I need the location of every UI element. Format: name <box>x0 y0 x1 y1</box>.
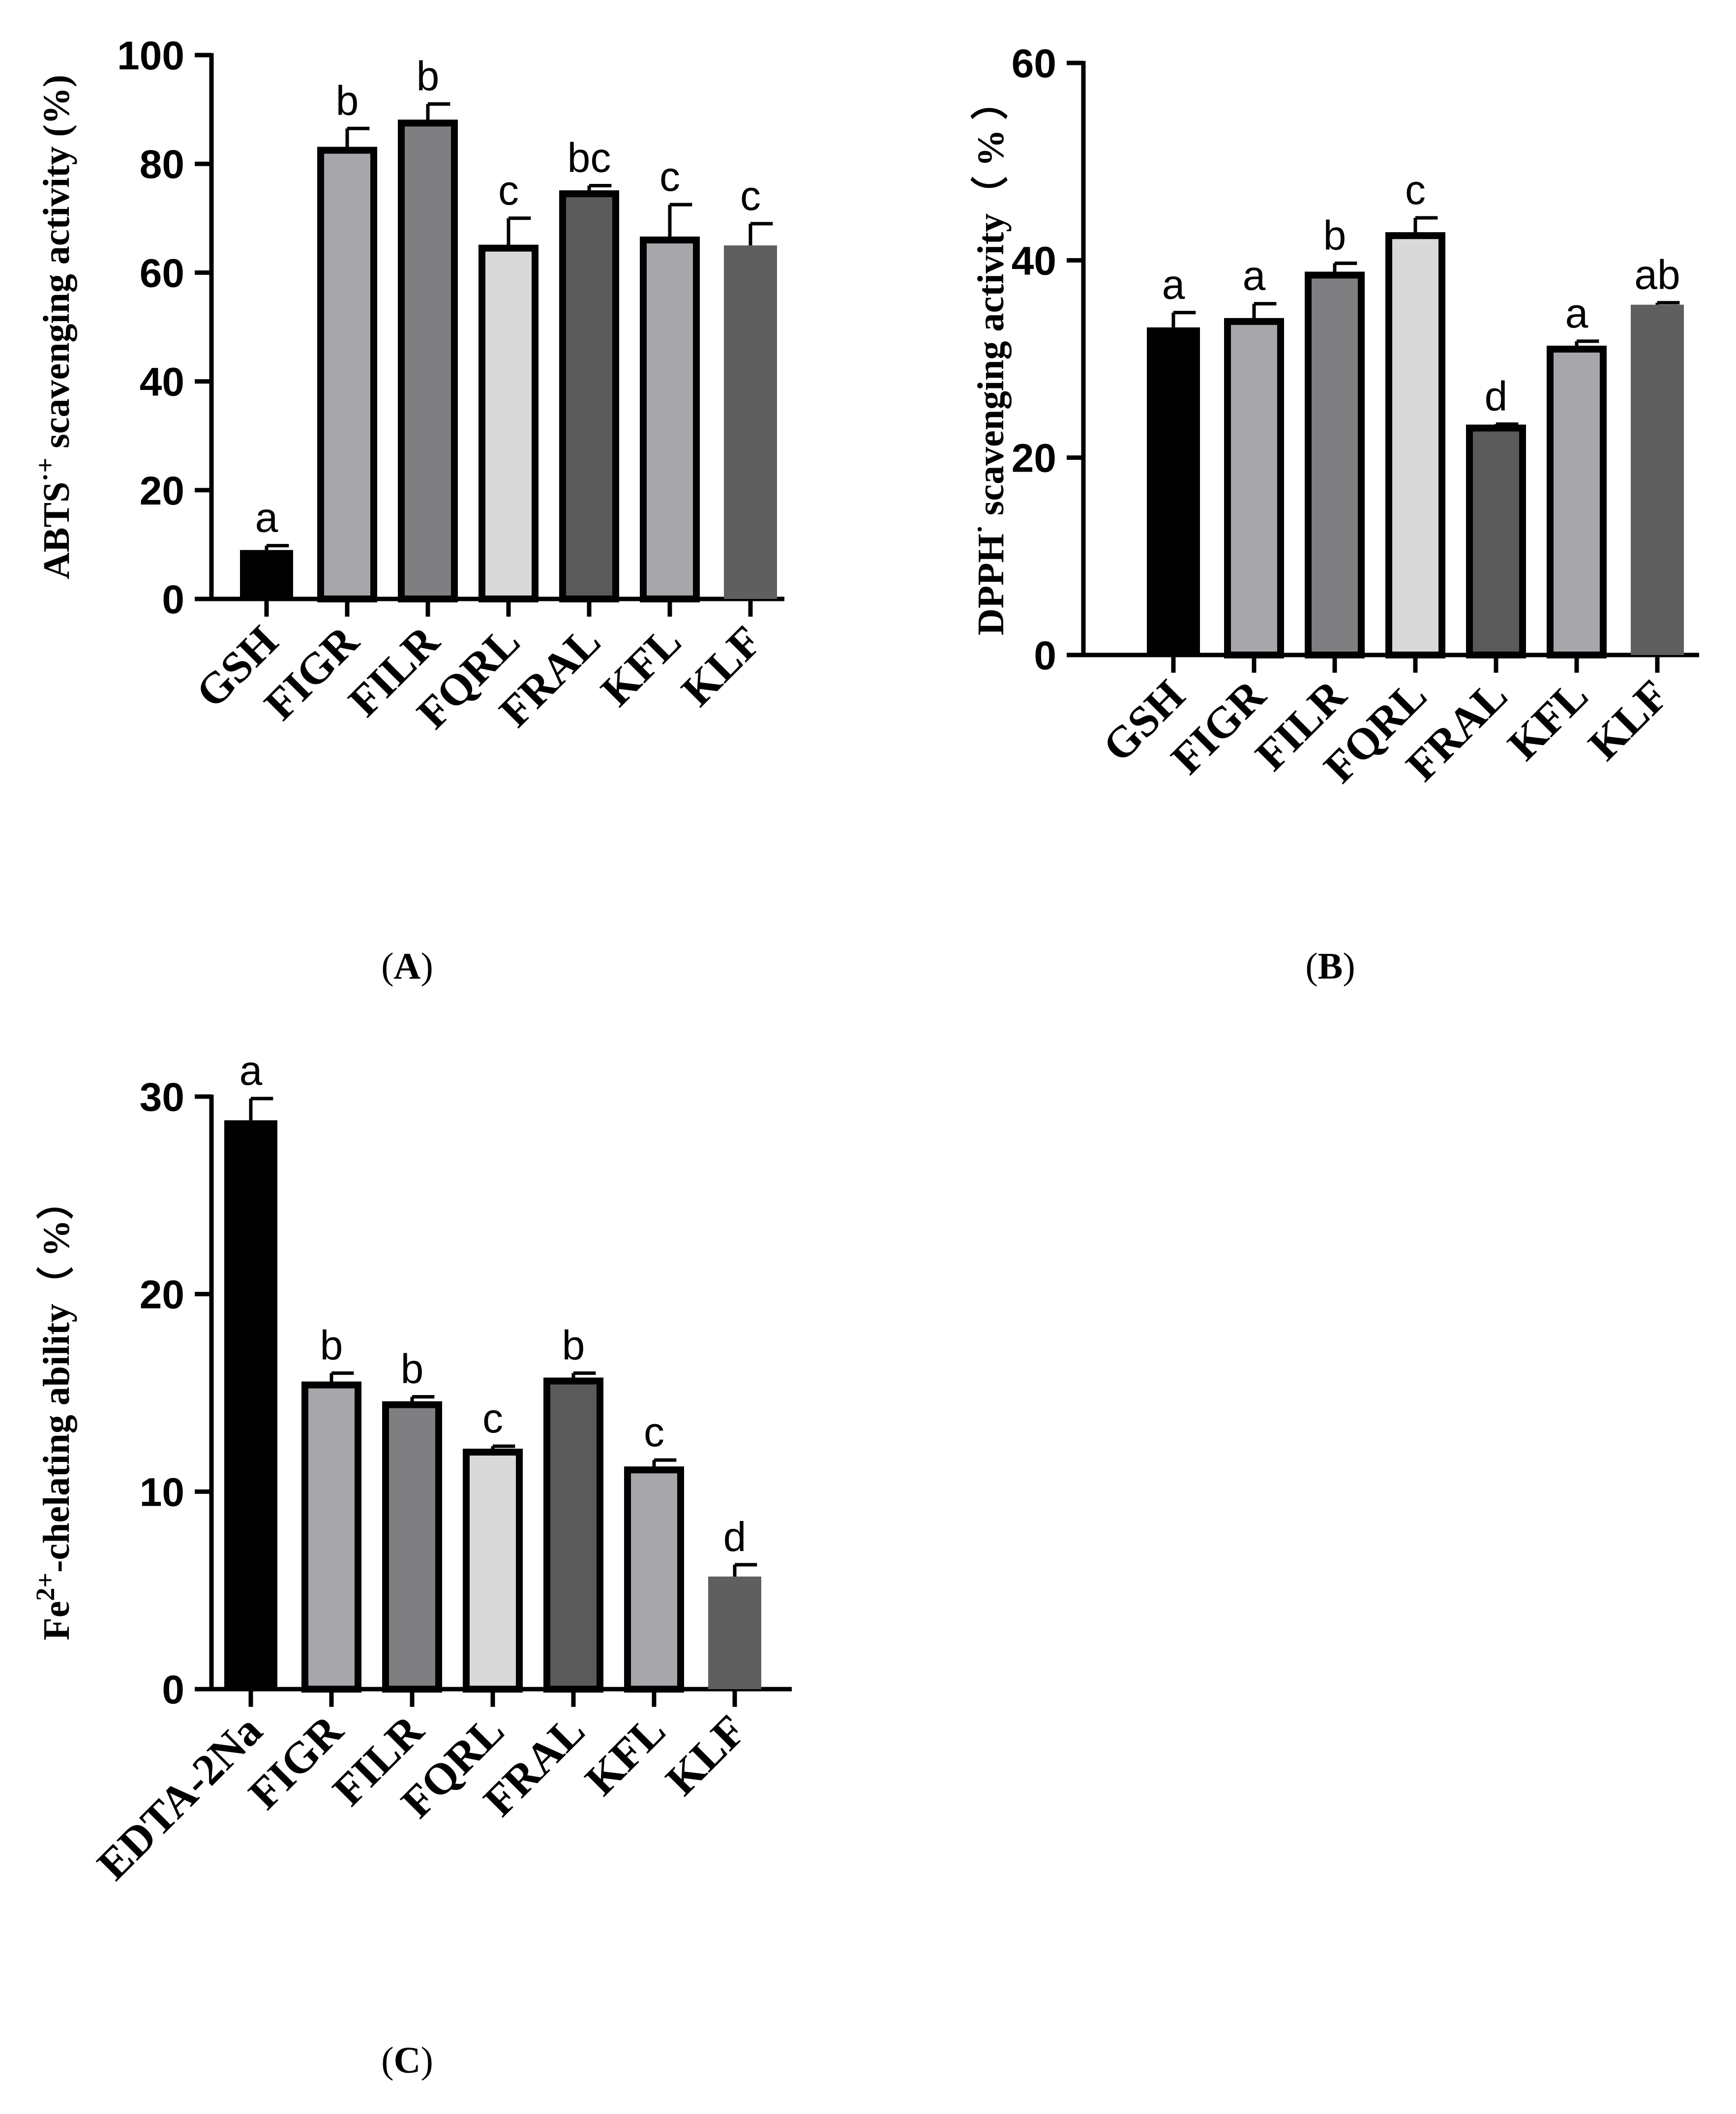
y-axis-title-rest: -chelating ability（ %） <box>36 1182 77 1573</box>
y-axis-title-main: ABTS <box>36 482 77 580</box>
significance-letter: a <box>1565 290 1588 336</box>
y-axis-title-rest: scavenging activity（ % ） <box>970 83 1012 525</box>
panel-a-chart: 0 20 40 60 80 100 ABTS·+ scavenging activity (… <box>30 33 784 738</box>
y-tick-label: 0 <box>162 1667 184 1712</box>
significance-letter: a <box>1243 253 1266 299</box>
significance-letter: b <box>320 1322 343 1368</box>
bar-filr <box>1305 271 1365 658</box>
bar-kfl <box>624 1466 684 1693</box>
y-tick-label: 40 <box>1012 238 1056 283</box>
y-tick-label: 20 <box>140 1273 184 1317</box>
significance-letter: b <box>1323 212 1347 258</box>
significance-letter: a <box>239 1047 263 1094</box>
bar-klf <box>708 1577 761 1689</box>
panel-c-chart: 0 10 20 30 Fe2+-chelating ability（ %） a EDTA-2… <box>30 1047 792 1889</box>
category-label-klf: KLF <box>1579 671 1678 770</box>
y-axis-title: DPPH· scavenging activity（ % ） <box>965 83 1012 635</box>
y-tick-label: 60 <box>140 251 184 296</box>
category-label-klf: KLF <box>672 617 771 715</box>
bar-figr <box>317 147 377 602</box>
y-axis-title-sup: 2+ <box>30 1573 60 1601</box>
bar-figr <box>301 1381 361 1693</box>
y-tick-label: 0 <box>1034 633 1056 678</box>
category-label-figr: FIGR <box>255 616 368 729</box>
y-tick-label: 100 <box>117 33 184 78</box>
bar-gsh <box>1147 327 1200 655</box>
y-tick-label: 60 <box>1012 41 1056 86</box>
significance-letter: b <box>562 1322 585 1368</box>
category-label-figr: FIGR <box>1162 670 1275 783</box>
category-label-kfl: KFL <box>592 617 690 715</box>
bar-klf <box>1631 304 1684 655</box>
bar-kfl <box>1547 345 1607 658</box>
significance-letter: b <box>417 53 440 99</box>
caption-c: (C) <box>381 2040 433 2081</box>
significance-letter: b <box>336 77 359 123</box>
bar-fral <box>543 1377 603 1693</box>
y-tick-label: 30 <box>140 1075 184 1120</box>
significance-letter: c <box>482 1395 503 1441</box>
significance-letter: ab <box>1634 252 1680 298</box>
y-tick-label: 20 <box>140 469 184 513</box>
y-axis-title-main: Fe <box>36 1601 77 1640</box>
bar-klf <box>724 245 777 599</box>
y-tick-label: 20 <box>1012 436 1056 481</box>
caption-a: (A) <box>381 946 433 987</box>
category-label-klf: KLF <box>657 1706 755 1805</box>
y-tick-label: 80 <box>140 142 184 187</box>
significance-letter: a <box>1162 262 1185 308</box>
category-label-kfl: KFL <box>1498 671 1597 770</box>
significance-letter: bc <box>568 134 611 180</box>
y-axis-title-sup: · <box>965 525 994 534</box>
bar-filr <box>382 1401 442 1693</box>
caption-b: (B) <box>1305 946 1355 987</box>
significance-letter: c <box>1405 167 1426 213</box>
category-label-figr: FIGR <box>239 1705 353 1818</box>
bar-fral <box>559 190 619 602</box>
significance-letter: d <box>723 1514 747 1560</box>
y-axis-title: Fe2+-chelating ability（ %） <box>30 1182 77 1640</box>
bar-edta-2na <box>224 1120 277 1689</box>
y-axis-title-sup: ·+ <box>30 458 60 482</box>
significance-letter: a <box>255 495 278 541</box>
significance-letter: c <box>740 173 761 219</box>
bar-fqrl <box>1385 232 1445 658</box>
bar-fqrl <box>479 244 539 602</box>
bar-figr <box>1224 318 1284 658</box>
y-axis-title-main: DPPH <box>970 534 1012 635</box>
significance-letter: c <box>659 153 680 200</box>
bar-filr <box>398 119 458 602</box>
category-label-kfl: KFL <box>576 1706 675 1805</box>
significance-letter: b <box>401 1346 424 1392</box>
significance-letter: d <box>1485 373 1508 419</box>
y-axis-title: ABTS·+ scavenging activity (%) <box>30 75 77 579</box>
y-axis-title-rest: scavenging activity (%) <box>36 75 77 458</box>
bar-gsh <box>240 550 293 599</box>
bar-fqrl <box>463 1449 523 1693</box>
significance-letter: c <box>644 1409 664 1455</box>
bar-kfl <box>640 237 700 603</box>
y-tick-label: 0 <box>162 577 184 622</box>
category-label-edta-2na: EDTA-2Na <box>88 1706 271 1889</box>
significance-letter: c <box>498 167 519 213</box>
y-tick-label: 40 <box>140 360 184 405</box>
bar-fral <box>1466 424 1526 658</box>
y-tick-label: 10 <box>140 1470 184 1515</box>
